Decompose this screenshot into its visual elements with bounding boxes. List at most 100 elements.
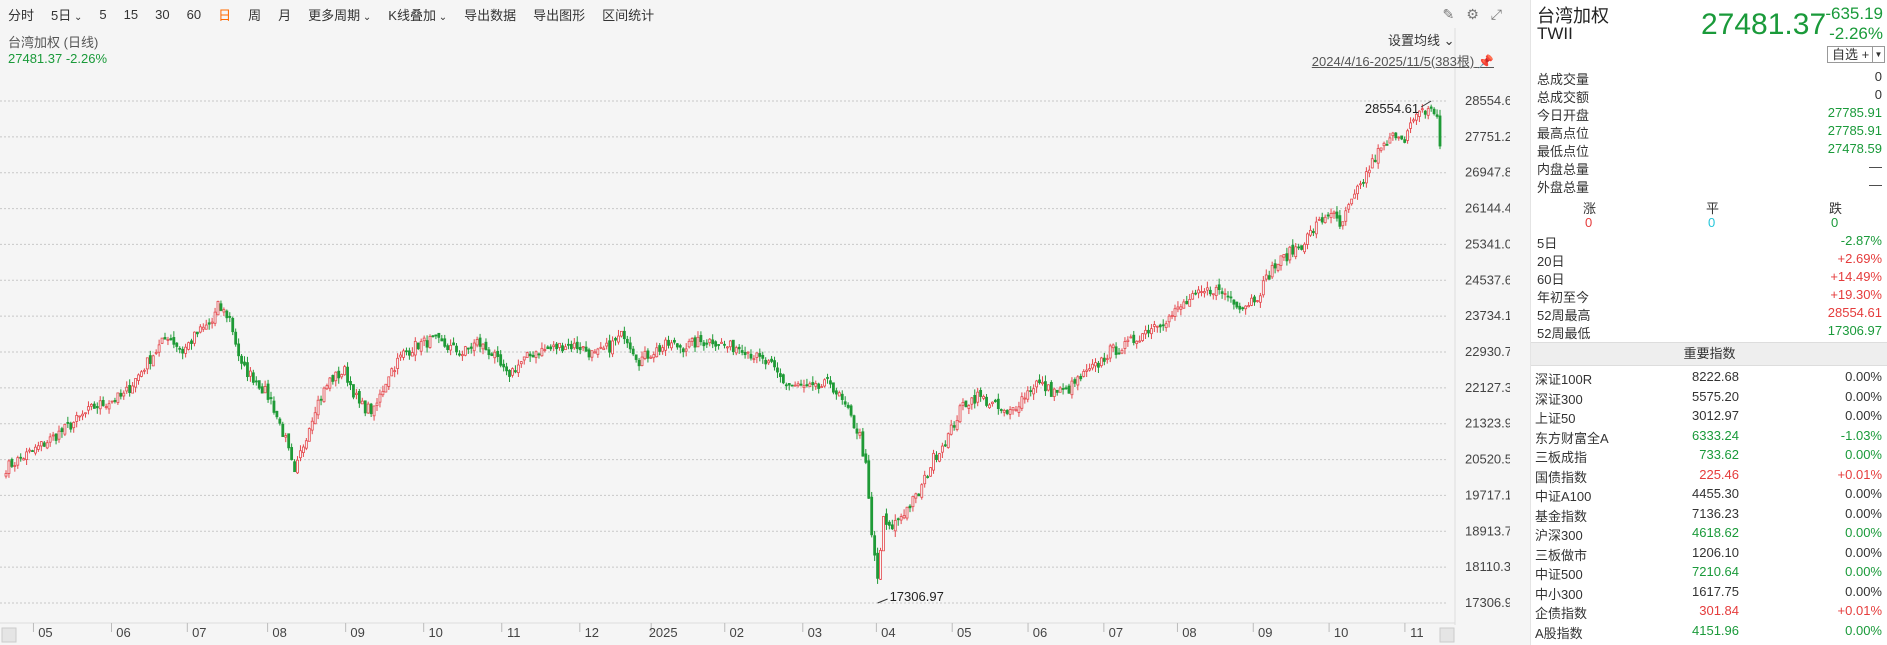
index-row[interactable]: A股指数 4151.96 0.00% bbox=[1535, 623, 1884, 643]
candle-body bbox=[949, 424, 953, 435]
candle-body bbox=[1041, 381, 1044, 385]
candle-body bbox=[304, 440, 308, 449]
x-tick-label: 02 bbox=[730, 625, 744, 640]
index-name: 深证300 bbox=[1535, 391, 1583, 407]
candle-body bbox=[1123, 341, 1127, 349]
down-count: 0 bbox=[1831, 215, 1839, 230]
x-tick-label: 11 bbox=[1410, 625, 1424, 640]
candle-body bbox=[413, 340, 417, 356]
period-tab[interactable]: 5 bbox=[99, 6, 107, 22]
period-tab[interactable]: 月 bbox=[278, 7, 292, 23]
index-value: 7136.23 bbox=[1692, 505, 1739, 521]
price-change: -635.19 bbox=[1825, 4, 1883, 23]
index-row[interactable]: 企债指数 301.84 +0.01% bbox=[1535, 603, 1884, 623]
period-tab[interactable]: 30 bbox=[155, 6, 170, 22]
candle-body bbox=[752, 358, 756, 361]
period-row: 60日 +14.49% bbox=[1537, 269, 1882, 287]
candle-body bbox=[228, 316, 232, 318]
candle-body bbox=[307, 428, 311, 442]
index-row[interactable]: 上证50 3012.97 0.00% bbox=[1535, 408, 1884, 428]
period-tab[interactable]: 更多周期 ⌄ bbox=[308, 7, 372, 23]
chart-panel[interactable]: 分时 5日 ⌄ 5 15 30 60 日周月更多周期 ⌄ K线叠加 ⌄ 导出数据 导出图形 区间统计… bbox=[0, 0, 1510, 645]
pin-icon[interactable]: 📌 bbox=[1477, 54, 1494, 69]
candle-body bbox=[1306, 233, 1309, 245]
candle-body bbox=[1223, 293, 1227, 295]
candle-body bbox=[410, 352, 414, 357]
period-tab[interactable]: 分时 bbox=[8, 7, 35, 23]
candle-body bbox=[514, 370, 517, 373]
period-tab[interactable]: 5日 ⌄ bbox=[51, 7, 83, 23]
caret-down-icon[interactable]: ▼ bbox=[1872, 47, 1884, 62]
candle-body bbox=[1359, 183, 1362, 186]
candle-body bbox=[622, 330, 626, 340]
candle-body bbox=[36, 445, 40, 450]
candle-body bbox=[396, 357, 400, 369]
candle-body bbox=[1409, 122, 1412, 129]
ma-setting-label: 设置均线 bbox=[1388, 33, 1441, 48]
candle-body bbox=[967, 405, 971, 409]
candle-body bbox=[826, 377, 829, 379]
stat-value: 27785.91 bbox=[1827, 123, 1882, 138]
index-row[interactable]: 三板做市 1206.10 0.00% bbox=[1535, 545, 1884, 565]
fullscreen-icon[interactable]: ⤢ bbox=[1490, 6, 1502, 22]
index-row[interactable]: 三板成指 733.62 0.00% bbox=[1535, 447, 1884, 467]
scroll-left-button[interactable] bbox=[1, 627, 17, 643]
period-tab[interactable]: 区间统计 bbox=[602, 7, 655, 23]
period-tab[interactable]: 周 bbox=[248, 7, 262, 23]
period-tab[interactable]: K线叠加 ⌄ bbox=[388, 7, 448, 23]
period-tab[interactable]: 导出图形 bbox=[533, 7, 586, 23]
candle-body bbox=[605, 342, 609, 347]
period-tab[interactable]: 日 bbox=[218, 7, 232, 23]
index-row[interactable]: 深证100R 8222.68 0.00% bbox=[1535, 369, 1884, 389]
candle-body bbox=[1064, 387, 1068, 390]
candle-body bbox=[1091, 363, 1094, 369]
period-tab[interactable]: 15 bbox=[123, 6, 139, 22]
draw-tool-icon[interactable]: ✎ bbox=[1442, 6, 1455, 22]
index-name: 企债指数 bbox=[1535, 606, 1588, 621]
scroll-right-button[interactable] bbox=[1439, 627, 1455, 643]
candle-body bbox=[1185, 300, 1189, 305]
candle-body bbox=[234, 331, 238, 345]
candle-body bbox=[505, 366, 508, 372]
candle-body bbox=[593, 351, 597, 354]
candle-body bbox=[1135, 340, 1139, 344]
index-row[interactable]: 东方财富全A 6333.24 -1.03% bbox=[1535, 428, 1884, 448]
candle-body bbox=[1226, 295, 1230, 298]
y-tick-label: 18110.37 bbox=[1465, 559, 1510, 574]
index-row[interactable]: 中证500 7210.64 0.00% bbox=[1535, 564, 1884, 584]
ma-setting-button[interactable]: 设置均线 ⌄ bbox=[1388, 30, 1455, 49]
x-tick-label: 05 bbox=[38, 625, 52, 640]
candle-body bbox=[151, 355, 155, 367]
candle-body bbox=[87, 406, 90, 411]
period-tab[interactable]: 导出数据 bbox=[464, 7, 517, 23]
index-row[interactable]: 基金指数 7136.23 0.00% bbox=[1535, 506, 1884, 526]
index-pct: +0.01% bbox=[1837, 466, 1882, 482]
candle-body bbox=[1356, 185, 1359, 195]
index-pct: 0.00% bbox=[1845, 525, 1882, 540]
stat-value: — bbox=[1869, 177, 1882, 192]
candle-body bbox=[1097, 362, 1100, 368]
index-row[interactable]: 沪深300 4618.62 0.00% bbox=[1535, 525, 1884, 545]
candlestick-chart[interactable]: 28554.61 27751.21 26947.80 26144.40 25341.00… bbox=[0, 0, 1510, 645]
candle-body bbox=[1370, 158, 1374, 169]
candle-body bbox=[1279, 255, 1283, 266]
candle-body bbox=[1320, 217, 1324, 223]
candle-body bbox=[405, 350, 408, 353]
settings-icon[interactable]: ⚙ bbox=[1466, 6, 1479, 22]
index-row[interactable]: 中小300 1617.75 0.00% bbox=[1535, 584, 1884, 604]
period-tab[interactable]: 60 bbox=[186, 6, 202, 22]
candle-body bbox=[914, 493, 918, 499]
index-row[interactable]: 中证A100 4455.30 0.00% bbox=[1535, 486, 1884, 506]
candle-body bbox=[678, 345, 682, 348]
index-row[interactable]: 国债指数 225.46 +0.01% bbox=[1535, 467, 1884, 487]
candle-body bbox=[843, 401, 847, 405]
candle-body bbox=[575, 341, 579, 350]
candle-body bbox=[596, 348, 600, 355]
candle-body bbox=[1432, 108, 1436, 115]
candle-body bbox=[525, 352, 529, 358]
add-watchlist-button[interactable]: 自选 + ▼ bbox=[1827, 46, 1885, 63]
index-row[interactable]: 深证300 5575.20 0.00% bbox=[1535, 389, 1884, 409]
candle-body bbox=[802, 385, 806, 388]
candle-body bbox=[184, 346, 188, 354]
candle-body bbox=[1073, 379, 1077, 384]
